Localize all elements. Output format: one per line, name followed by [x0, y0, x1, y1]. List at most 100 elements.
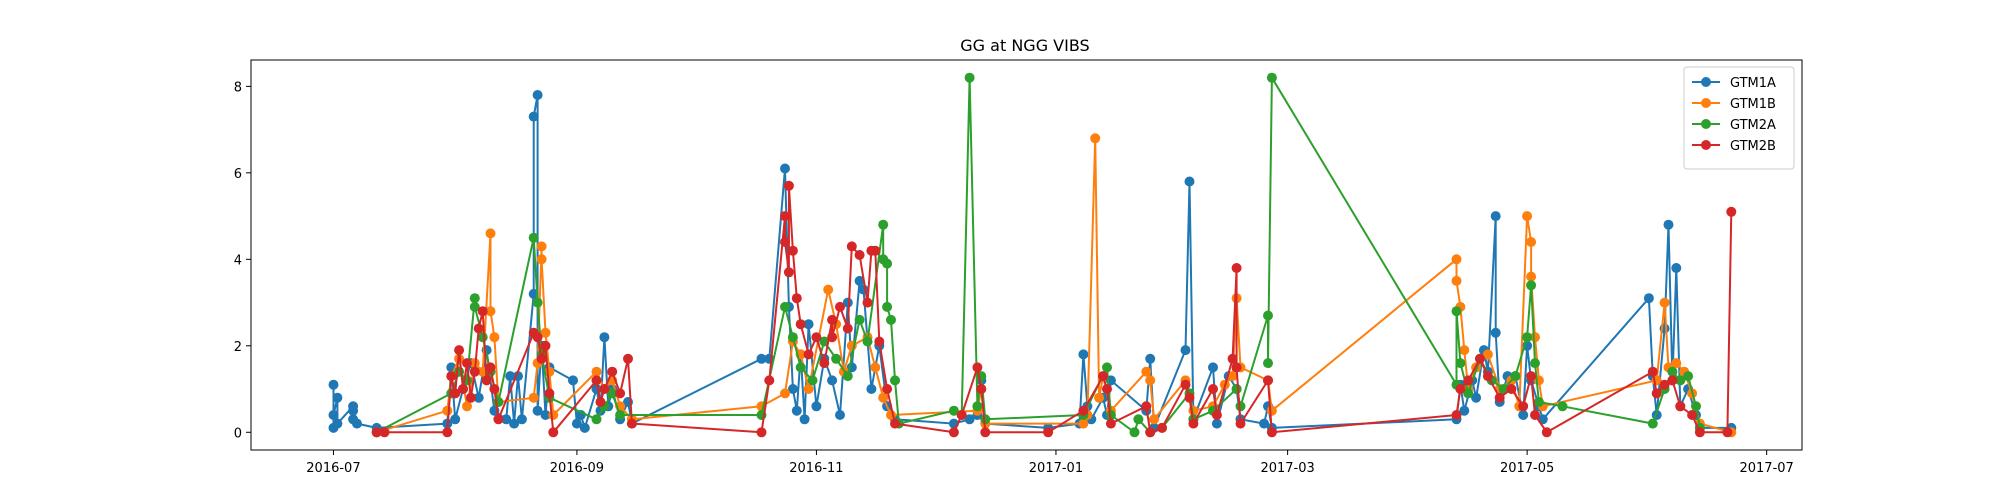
data-point-GTM1A [866, 384, 877, 394]
data-point-GTM2B [469, 366, 480, 377]
data-point-GTM1A [1184, 176, 1195, 187]
data-point-GTM2B [1102, 384, 1112, 394]
x-tick-label: 2016-11 [789, 461, 843, 476]
data-point-GTM2A [882, 258, 893, 269]
data-point-GTM2B [595, 397, 606, 407]
data-point-GTM1A [1663, 219, 1674, 230]
data-point-GTM2A [528, 232, 539, 243]
data-point-GTM2A [1455, 358, 1466, 369]
data-point-GTM2B [1726, 206, 1737, 217]
data-point-GTM1A [1180, 345, 1191, 356]
data-point-GTM2B [489, 384, 500, 394]
data-point-GTM2B [465, 392, 476, 403]
data-point-GTM1B [1141, 366, 1152, 377]
data-point-GTM2A [972, 401, 983, 412]
data-point-GTM2B [1530, 410, 1540, 420]
data-point-GTM1B [1671, 358, 1682, 369]
data-point-GTM1A [1459, 405, 1470, 416]
data-point-GTM1B [870, 362, 881, 373]
data-point-GTM2B [1266, 427, 1277, 438]
data-point-GTM1B [485, 228, 496, 239]
data-point-GTM1A [780, 163, 790, 174]
data-point-GTM1A [854, 275, 865, 286]
data-point-GTM2A [1498, 384, 1509, 394]
data-point-GTM2A [1510, 371, 1521, 382]
data-point-GTM1A [799, 414, 810, 425]
data-point-GTM2B [1227, 353, 1238, 364]
legend-swatch-marker [1701, 77, 1711, 87]
x-tick-label: 2016-07 [306, 461, 360, 476]
data-point-GTM2B [626, 418, 637, 429]
data-point-GTM2A [1463, 388, 1474, 399]
data-point-GTM2B [827, 314, 838, 325]
legend-label: GTM1A [1730, 76, 1776, 91]
data-point-GTM1B [591, 366, 602, 377]
legend-label: GTM1B [1730, 97, 1776, 112]
data-point-GTM2B [842, 323, 853, 334]
data-point-GTM1A [532, 90, 543, 100]
data-point-GTM1B [803, 384, 814, 394]
data-point-GTM2B [1675, 401, 1686, 412]
data-point-GTM2B [1667, 375, 1678, 386]
data-point-GTM2B [1687, 410, 1698, 420]
data-point-GTM1A [803, 319, 814, 330]
data-point-GTM2B [1043, 427, 1054, 438]
data-point-GTM2B [1235, 418, 1246, 429]
data-point-GTM1A [791, 405, 802, 416]
data-point-GTM2B [882, 384, 893, 394]
data-point-GTM2B [1263, 375, 1273, 386]
data-point-GTM1B [823, 284, 834, 295]
data-point-GTM1A [964, 414, 975, 425]
data-point-GTM2B [787, 245, 798, 256]
data-point-GTM2A [1451, 306, 1462, 317]
data-point-GTM2A [1675, 375, 1686, 386]
data-point-GTM2B [890, 418, 900, 429]
data-point-GTM2A [980, 414, 991, 425]
data-point-GTM1B [1145, 375, 1156, 386]
data-point-GTM2B [846, 241, 857, 252]
legend-box [1683, 66, 1795, 170]
x-tick-label: 2017-01 [1029, 461, 1083, 476]
data-point-GTM1A [579, 422, 590, 433]
data-point-GTM2B [473, 323, 484, 334]
data-point-GTM2B [976, 384, 987, 394]
data-point-GTM2A [780, 301, 790, 312]
data-point-GTM2B [1098, 371, 1109, 382]
data-point-GTM2B [756, 427, 767, 438]
x-tick-label: 2017-05 [1500, 461, 1554, 476]
data-point-GTM2A [1530, 358, 1540, 369]
data-point-GTM2B [599, 384, 610, 394]
data-point-GTM2A [886, 314, 896, 325]
series-GTM2B [371, 180, 1737, 438]
data-point-GTM1A [1208, 362, 1218, 373]
legend-swatch-marker [1701, 98, 1711, 108]
data-point-GTM2A [795, 362, 806, 373]
data-point-GTM2B [1722, 427, 1733, 438]
data-point-GTM1B [548, 410, 559, 420]
data-point-GTM1B [462, 401, 472, 412]
data-point-GTM1A [516, 414, 527, 425]
data-point-GTM1A [1671, 263, 1682, 273]
chart-title: GG at NGG VIBS [960, 36, 1089, 55]
data-point-GTM2A [862, 336, 873, 347]
data-point-GTM2B [819, 358, 830, 369]
data-point-GTM2B [870, 245, 881, 256]
data-point-GTM2B [1518, 401, 1529, 412]
data-point-GTM1A [787, 384, 798, 394]
data-point-GTM2A [1102, 362, 1112, 373]
data-point-GTM1B [1090, 133, 1101, 144]
data-point-GTM2B [1506, 384, 1517, 394]
y-tick-label: 2 [234, 340, 242, 355]
data-point-GTM1A [1643, 293, 1654, 304]
y-tick-label: 6 [234, 167, 242, 182]
data-point-GTM2A [1691, 401, 1701, 412]
data-point-GTM2A [964, 72, 975, 83]
data-point-GTM1B [878, 392, 889, 403]
legend-swatch-marker [1701, 119, 1711, 129]
data-point-GTM2A [469, 293, 480, 304]
data-point-GTM2B [591, 375, 602, 386]
data-point-GTM1A [332, 418, 343, 429]
data-point-GTM1B [1530, 332, 1540, 343]
data-point-GTM1A [599, 332, 610, 343]
